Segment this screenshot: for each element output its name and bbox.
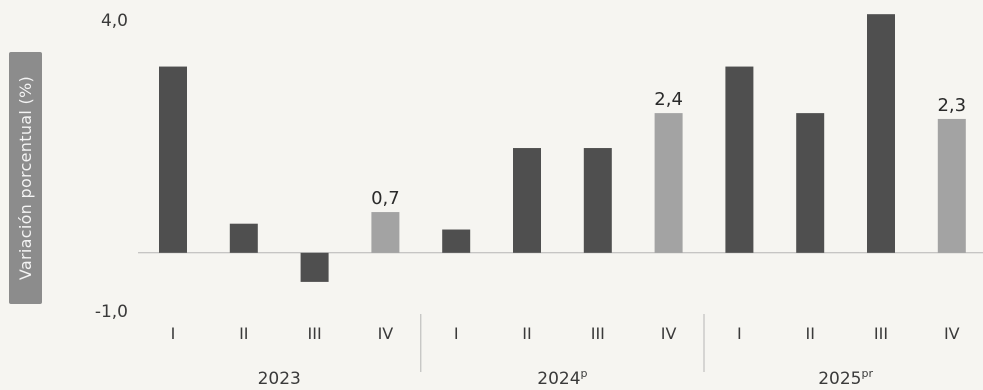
bar-10: [796, 113, 825, 253]
quarter-label-10: II: [805, 324, 814, 343]
quarter-label-7: III: [591, 324, 605, 343]
year-labels: 2023 2024p 2025pr: [258, 367, 874, 389]
bar-12: [937, 118, 966, 253]
bar-series: [159, 14, 966, 282]
quarter-label-11: III: [874, 324, 888, 343]
year-label-2023: 2023: [258, 369, 301, 389]
bar-6: [513, 148, 541, 253]
y-axis-label: Variación porcentual (%): [16, 76, 35, 280]
quarter-label-5: I: [454, 324, 459, 343]
quarter-labels: I II III IV I II III IV I II III IV: [171, 324, 960, 343]
quarter-label-12: IV: [944, 324, 960, 343]
data-labels: 0,7 2,4 2,3: [371, 89, 966, 209]
bar-4: [371, 212, 400, 253]
data-label-8: 2,4: [654, 89, 683, 110]
bar-8: [654, 113, 683, 253]
data-label-4: 0,7: [371, 188, 400, 209]
quarter-label-9: I: [737, 324, 742, 343]
y-tick-label-max: 4,0: [101, 11, 128, 31]
year-label-2024: 2024p: [537, 367, 587, 389]
quarter-label-1: I: [171, 324, 176, 343]
quarter-label-6: II: [522, 324, 531, 343]
bar-3: [300, 252, 329, 282]
bar-1: [159, 66, 187, 253]
y-tick-label-min: -1,0: [95, 302, 128, 322]
bar-7: [583, 148, 612, 253]
bar-5: [442, 229, 471, 253]
year-dividers: [420, 314, 705, 372]
bar-9: [725, 66, 754, 253]
quarter-label-2: II: [239, 324, 248, 343]
y-axis-label-background: [9, 52, 42, 304]
quarter-label-4: IV: [378, 324, 394, 343]
data-label-12: 2,3: [937, 95, 966, 116]
quarter-label-8: IV: [661, 324, 677, 343]
bar-11: [867, 14, 895, 253]
quarter-label-3: III: [308, 324, 322, 343]
bar-2: [229, 223, 258, 253]
year-label-2025: 2025pr: [818, 367, 873, 389]
